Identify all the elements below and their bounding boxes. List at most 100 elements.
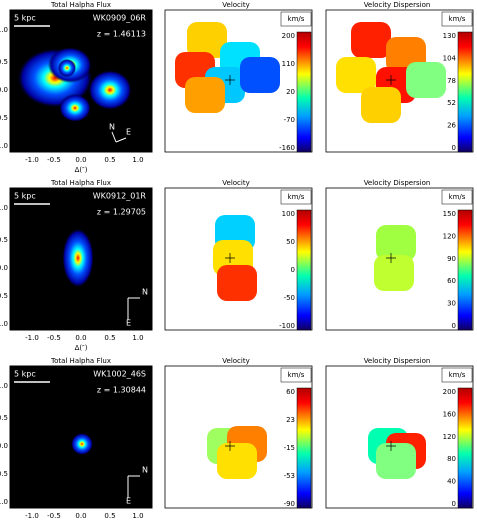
panel-title: Velocity (222, 179, 249, 187)
colorbar (457, 31, 473, 153)
colorbar-tick-label: 120 (443, 232, 456, 240)
colorbar-tick-label: 200 (443, 388, 456, 396)
map-pixels (374, 255, 414, 291)
x-tick-label: 1.0 (132, 512, 143, 520)
colorbar-unit: km/s (288, 15, 305, 23)
colorbar-tick-label: -50 (284, 294, 295, 302)
center-cross (225, 253, 235, 263)
y-tick-label: 1.0 (0, 26, 8, 34)
map-pixels (376, 443, 416, 479)
colorbar-tick-label: 100 (282, 210, 295, 218)
colorbar-tick-label: 78 (447, 77, 456, 85)
compass-n (111, 131, 117, 143)
x-tick-label: -1.0 (25, 156, 39, 164)
colorbar (296, 209, 312, 331)
colorbar-unit: km/s (449, 371, 466, 379)
colorbar-tick-label: 200 (282, 32, 295, 40)
y-tick-label: 1.0 (0, 382, 8, 390)
redshift: z = 1.30844 (97, 386, 146, 395)
x-tick-label: -1.0 (25, 512, 39, 520)
x-axis-label: Δ(″) (75, 344, 88, 352)
y-tick-label: -0.5 (0, 470, 8, 478)
map-pixels (217, 443, 257, 479)
colorbar-tick-label: 60 (447, 277, 456, 285)
map-pixels (185, 77, 225, 113)
center-cross (386, 253, 396, 263)
galaxy-name: WK0912_01R (93, 192, 147, 201)
scale-label: 5 kpc (14, 370, 36, 379)
emission-blob (88, 70, 132, 110)
x-tick-label: 1.0 (132, 156, 143, 164)
y-tick-label: -0.5 (0, 292, 8, 300)
y-tick-label: -1.0 (0, 498, 8, 506)
panel-title: Total Halpha Flux (50, 357, 111, 365)
y-tick-label: -1.0 (0, 142, 8, 150)
y-tick-label: 0.5 (0, 236, 8, 244)
colorbar-tick-label: 0 (291, 266, 295, 274)
center-cross (225, 441, 235, 451)
x-tick-label: 1.0 (132, 334, 143, 342)
scale-label: 5 kpc (14, 14, 36, 23)
x-tick-label: 0.0 (75, 156, 86, 164)
compass-label: N (109, 123, 115, 132)
map-pixels (376, 225, 416, 261)
colorbar (296, 31, 312, 153)
colorbar-tick-label: 50 (286, 238, 295, 246)
compass-label: E (126, 128, 131, 137)
unit-box (280, 367, 312, 383)
map-pixels (351, 22, 391, 58)
unit-box (441, 11, 473, 27)
colorbar-tick-label: 0 (452, 144, 456, 152)
colorbar-tick-label: 26 (447, 122, 456, 130)
x-tick-label: 0.0 (75, 334, 86, 342)
y-tick-label: 0.0 (0, 264, 8, 272)
x-tick-label: 0.5 (104, 334, 115, 342)
unit-box (441, 367, 473, 383)
x-tick-label: 0.0 (75, 512, 86, 520)
map-pixels (217, 265, 257, 301)
colorbar-tick-label: 80 (447, 455, 456, 463)
compass-label: E (126, 497, 131, 506)
compass-label: N (142, 466, 148, 475)
panel-title: Velocity Dispersion (364, 357, 431, 365)
panel-title: Velocity (222, 357, 249, 365)
galaxy-name: WK0909_06R (93, 14, 147, 23)
compass-label: E (126, 319, 131, 328)
panel-title: Total Halpha Flux (50, 179, 111, 187)
center-cross (225, 75, 235, 85)
y-tick-label: -1.0 (0, 320, 8, 328)
emission-blob (71, 433, 93, 455)
galaxy-name: WK1002_46S (93, 370, 146, 379)
scale-label: 5 kpc (14, 192, 36, 201)
y-tick-label: 0.0 (0, 442, 8, 450)
map-pixels (406, 62, 446, 98)
colorbar-tick-label: 52 (447, 99, 456, 107)
y-tick-label: -0.5 (0, 114, 8, 122)
colorbar-tick-label: 104 (443, 54, 457, 62)
colorbar-tick-label: 90 (447, 255, 456, 263)
redshift: z = 1.46113 (97, 30, 146, 39)
colorbar-unit: km/s (449, 15, 466, 23)
colorbar-tick-label: 110 (282, 60, 295, 68)
map-pixels (361, 87, 401, 123)
panel-title: Total Halpha Flux (50, 1, 111, 9)
emission-blob (59, 94, 91, 122)
map-pixels (187, 22, 227, 58)
colorbar-tick-label: 30 (447, 300, 456, 308)
center-cross (386, 75, 396, 85)
compass-e (115, 137, 127, 143)
compass-label: N (142, 288, 148, 297)
x-axis-label: Δ(″) (75, 166, 88, 174)
center-cross (386, 441, 396, 451)
colorbar-tick-label: 150 (443, 210, 456, 218)
colorbar-tick-label: 40 (447, 478, 456, 486)
y-tick-label: 0.5 (0, 58, 8, 66)
colorbar-tick-label: 120 (443, 433, 456, 441)
emission-blob (62, 228, 94, 288)
panel-title: Velocity Dispersion (364, 1, 431, 9)
x-tick-label: 0.5 (104, 156, 115, 164)
colorbar-tick-label: 20 (286, 88, 295, 96)
colorbar (457, 209, 473, 331)
colorbar-tick-label: 60 (286, 388, 295, 396)
